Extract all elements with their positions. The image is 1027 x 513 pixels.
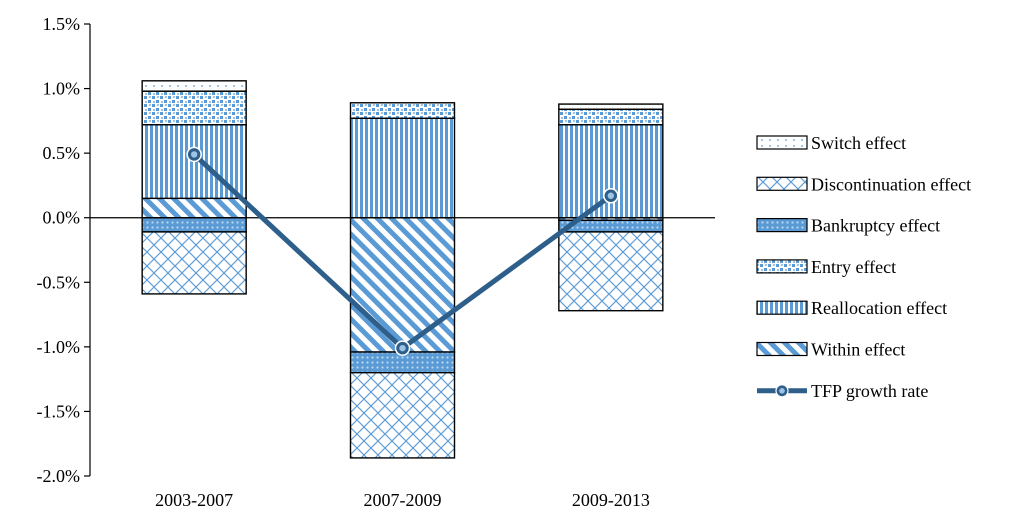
bar-segment-within-effect-2007-2009 [349,217,456,353]
legend-swatch [756,300,808,315]
bar-segment-discontinuation-effect-2003-2007 [141,231,247,295]
bar-segment-switch-effect-2003-2007 [141,80,247,92]
legend-swatch [756,176,808,191]
bar-segment-within-effect-2003-2007 [141,197,247,219]
legend-label: TFP growth rate [811,381,928,401]
bar-segment-switch-effect-2009-2013 [558,103,664,110]
y-tick-label: 0.0% [43,208,81,228]
legend-label: Switch effect [811,133,906,153]
x-tick-label: 2007-2009 [364,490,442,510]
y-tick-label: -0.5% [37,272,81,292]
legend-line-marker-center [779,388,785,394]
bar-segment-reallocation-effect-2009-2013 [558,124,664,219]
y-tick-label: 1.5% [43,14,81,34]
legend-label: Bankruptcy effect [811,216,940,236]
y-tick-label: -2.0% [37,466,81,486]
legend-swatch [756,135,808,150]
bar-segment-reallocation-effect-2007-2009 [349,117,456,219]
legend-swatch [756,341,808,357]
y-tick-label: -1.5% [37,401,81,421]
legend-label: Within effect [811,340,905,360]
legend-swatch [756,259,808,274]
bar-segment-bankruptcy-effect-2003-2007 [141,217,247,233]
x-tick-label: 2009-2013 [572,490,650,510]
bar-segment-entry-effect-2007-2009 [349,102,456,119]
x-tick-label: 2003-2007 [155,490,233,510]
legend-label: Reallocation effect [811,298,947,318]
bar-segment-entry-effect-2009-2013 [558,108,664,126]
y-tick-label: -1.0% [37,337,81,357]
tfp-growth-point-center [399,344,406,352]
tfp-growth-point-center [607,192,615,199]
bar-segment-entry-effect-2003-2007 [141,90,247,126]
legend-label: Discontinuation effect [811,174,971,194]
bar-segment-discontinuation-effect-2009-2013 [558,231,664,312]
bar-segment-discontinuation-effect-2007-2009 [349,371,456,459]
tfp-growth-point-center [190,151,198,158]
y-tick-label: 0.5% [43,143,81,163]
legend-swatch [756,218,808,233]
legend-label: Entry effect [811,257,896,277]
y-tick-label: 1.0% [43,79,81,99]
